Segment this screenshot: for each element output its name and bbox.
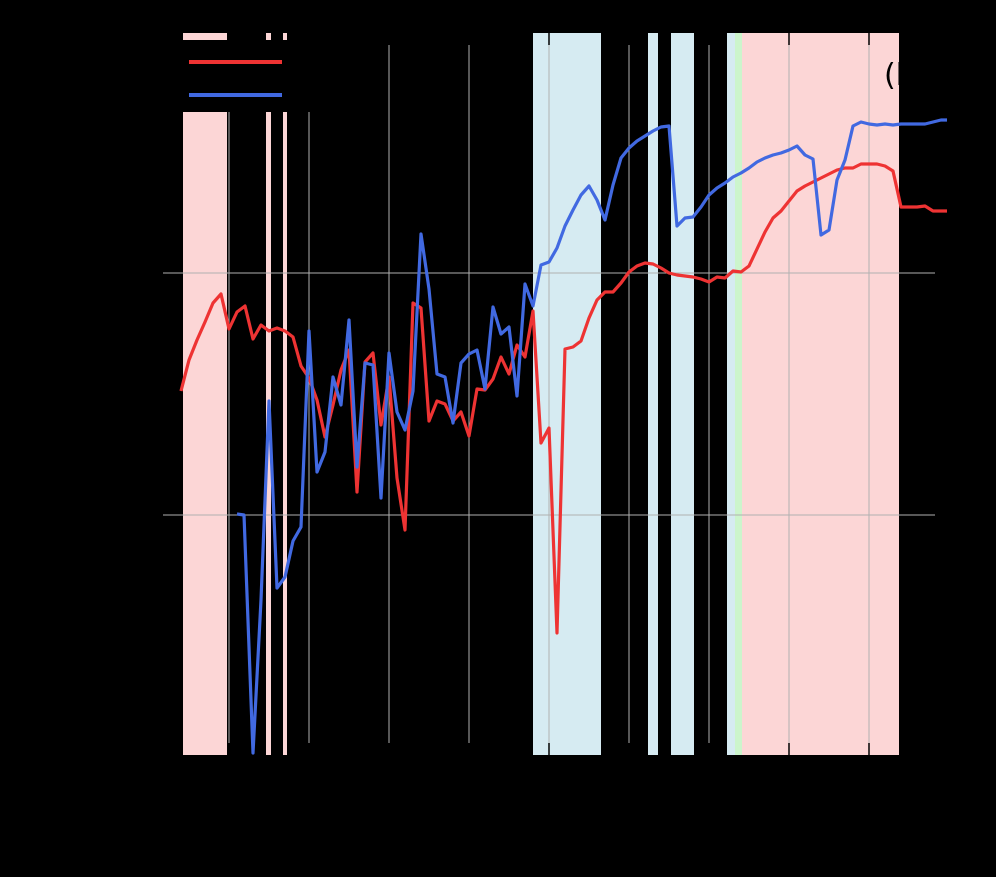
shaded-region (671, 33, 694, 755)
shaded-region (283, 33, 287, 755)
legend (183, 40, 310, 112)
data-series (179, 118, 947, 755)
axis-ticks (228, 33, 870, 755)
shaded-region (727, 33, 735, 755)
shaded-region (735, 33, 742, 755)
legend-box (183, 40, 310, 112)
shaded-region (533, 33, 601, 755)
shaded-region (648, 33, 658, 755)
shaded-region (183, 33, 227, 755)
panel-label: (b) (884, 58, 927, 93)
gridlines (163, 33, 935, 755)
shaded-region (742, 33, 899, 755)
series-blue-line (236, 118, 947, 755)
shaded-region (266, 33, 271, 755)
shaded-regions (183, 33, 899, 755)
series-red-line (179, 162, 947, 635)
